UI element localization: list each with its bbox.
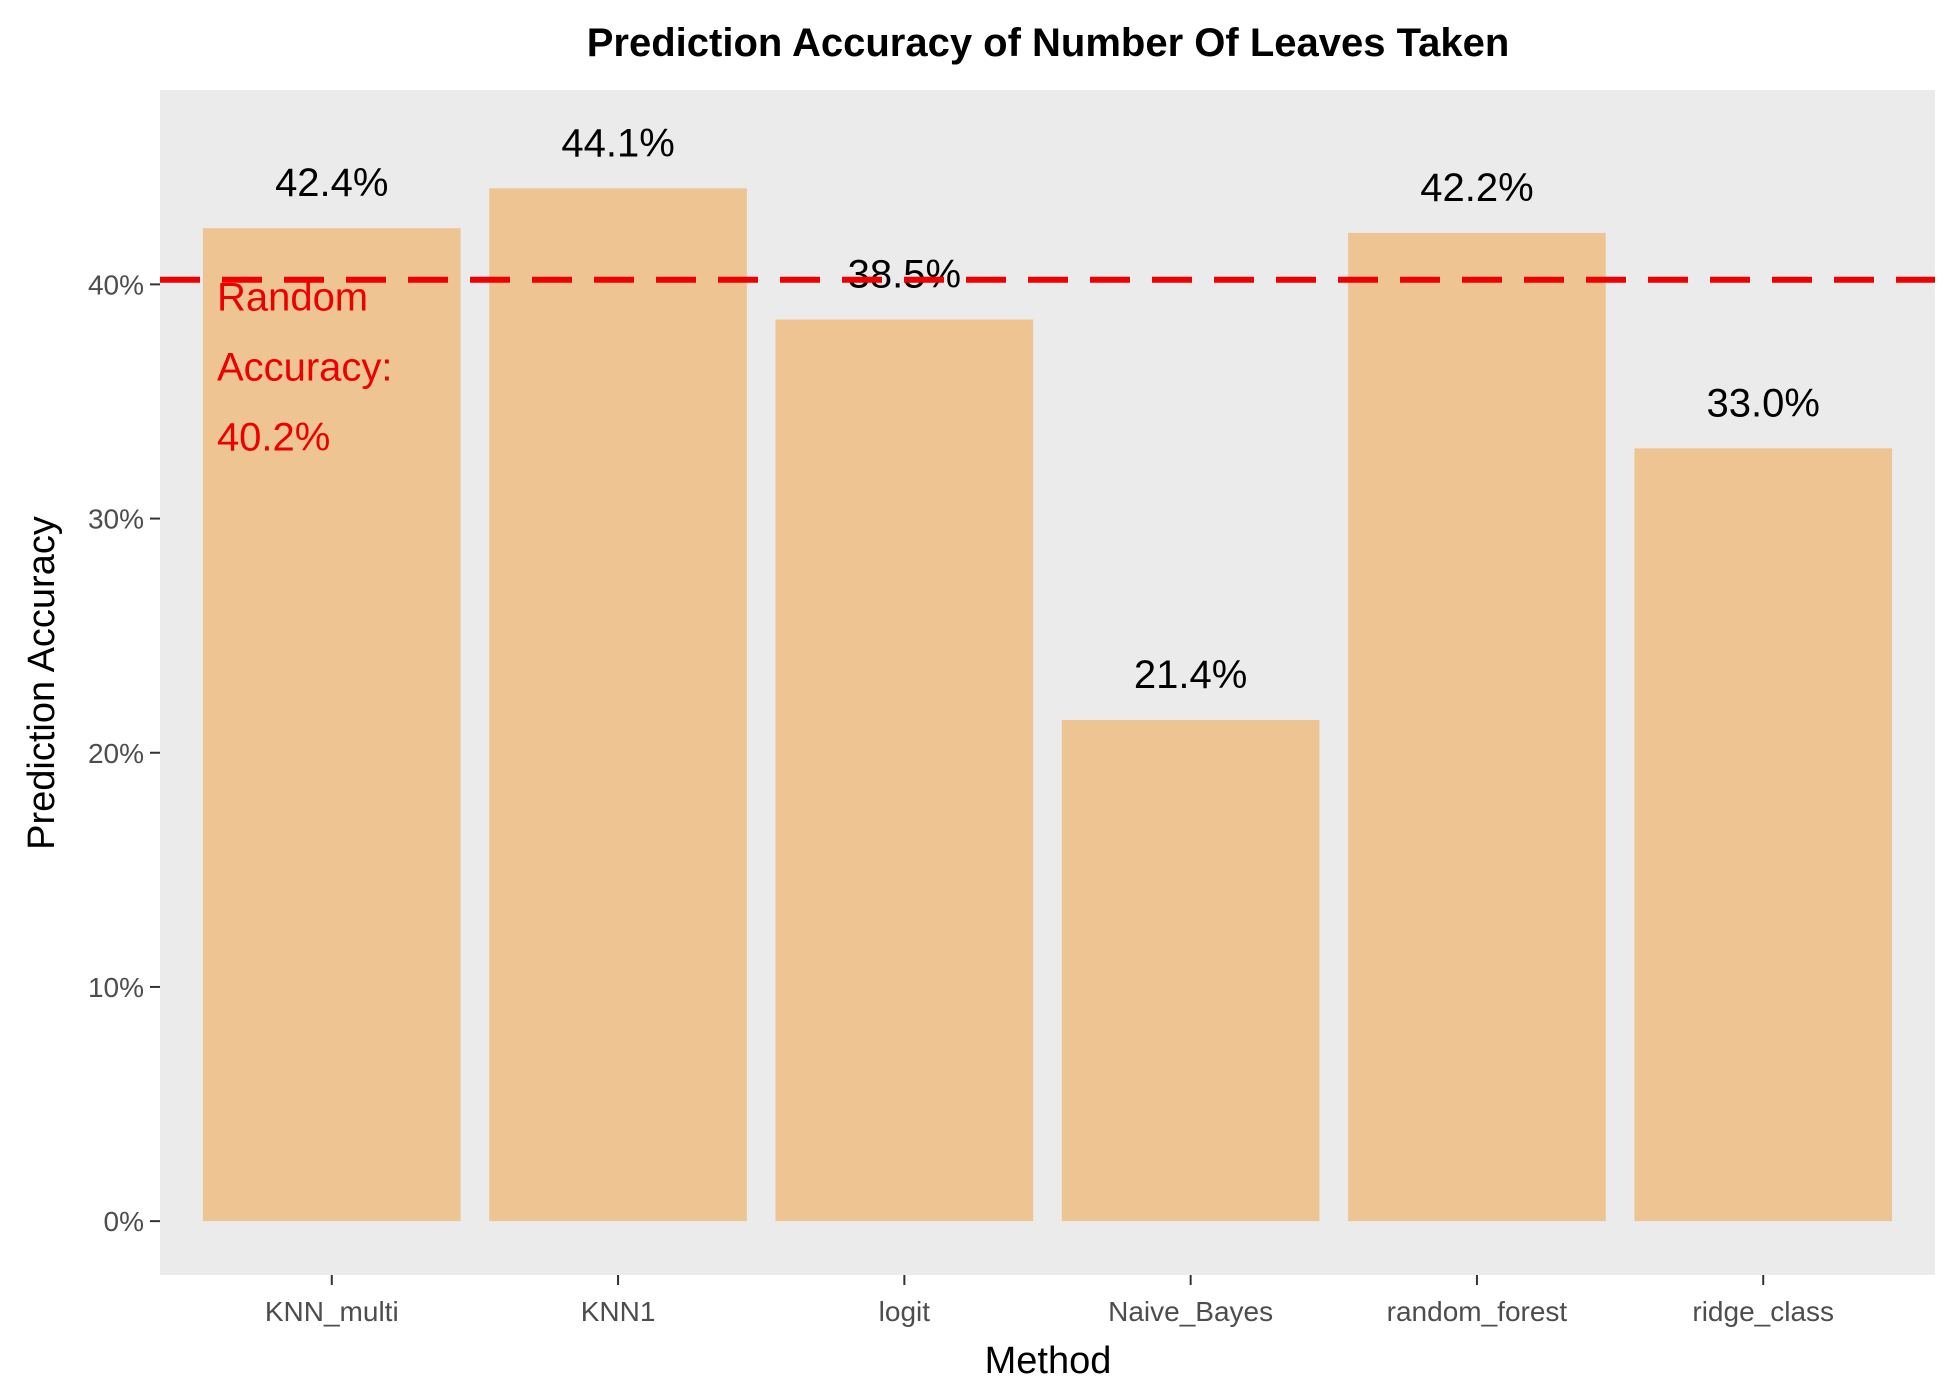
x-axis: KNN_multi KNN1 logit Naive_Bayes random_fore… (265, 1275, 1834, 1327)
x-tick-label: Naive_Bayes (1108, 1296, 1273, 1327)
x-tick-label: KNN1 (581, 1296, 656, 1327)
data-label-KNN1: 44.1% (561, 121, 674, 165)
y-axis: 0% 10% 20% 30% 40% (88, 269, 160, 1237)
y-tick-label: 40% (88, 269, 144, 300)
y-tick-label: 0% (104, 1206, 144, 1237)
data-label-Naive_Bayes: 21.4% (1134, 653, 1247, 697)
x-tick-label: ridge_class (1692, 1296, 1834, 1327)
bars (202, 188, 1893, 1222)
data-labels: 42.4% 44.1% 38.5% 21.4% 42.2% 33.0% (275, 121, 1820, 697)
random-accuracy-annotation: Random Accuracy: 40.2% (217, 276, 393, 460)
y-tick-label: 10% (88, 972, 144, 1003)
bar-logit (775, 319, 1034, 1222)
bar-KNN1 (489, 188, 747, 1222)
y-axis-title: Prediction Accuracy (21, 516, 63, 850)
annotation-line: Accuracy: (217, 346, 393, 390)
x-tick-label: KNN_multi (265, 1296, 399, 1327)
data-label-ridge_class: 33.0% (1707, 381, 1820, 425)
data-label-KNN_multi: 42.4% (275, 161, 388, 205)
x-axis-title: Method (985, 1340, 1112, 1382)
bar-KNN_multi (202, 228, 461, 1222)
y-tick-label: 30% (88, 504, 144, 535)
y-tick-label: 20% (88, 738, 144, 769)
chart-title: Prediction Accuracy of Number Of Leaves … (587, 21, 1510, 65)
x-tick-label: random_forest (1387, 1296, 1568, 1327)
annotation-line: 40.2% (217, 416, 330, 460)
bar-random_forest (1348, 232, 1606, 1222)
bar-ridge_class (1634, 448, 1893, 1222)
data-label-random_forest: 42.2% (1420, 166, 1533, 210)
data-label-logit: 38.5% (848, 253, 961, 297)
annotation-line: Random (217, 276, 368, 320)
x-tick-label: logit (879, 1296, 931, 1327)
bar-Naive_Bayes (1061, 719, 1320, 1222)
